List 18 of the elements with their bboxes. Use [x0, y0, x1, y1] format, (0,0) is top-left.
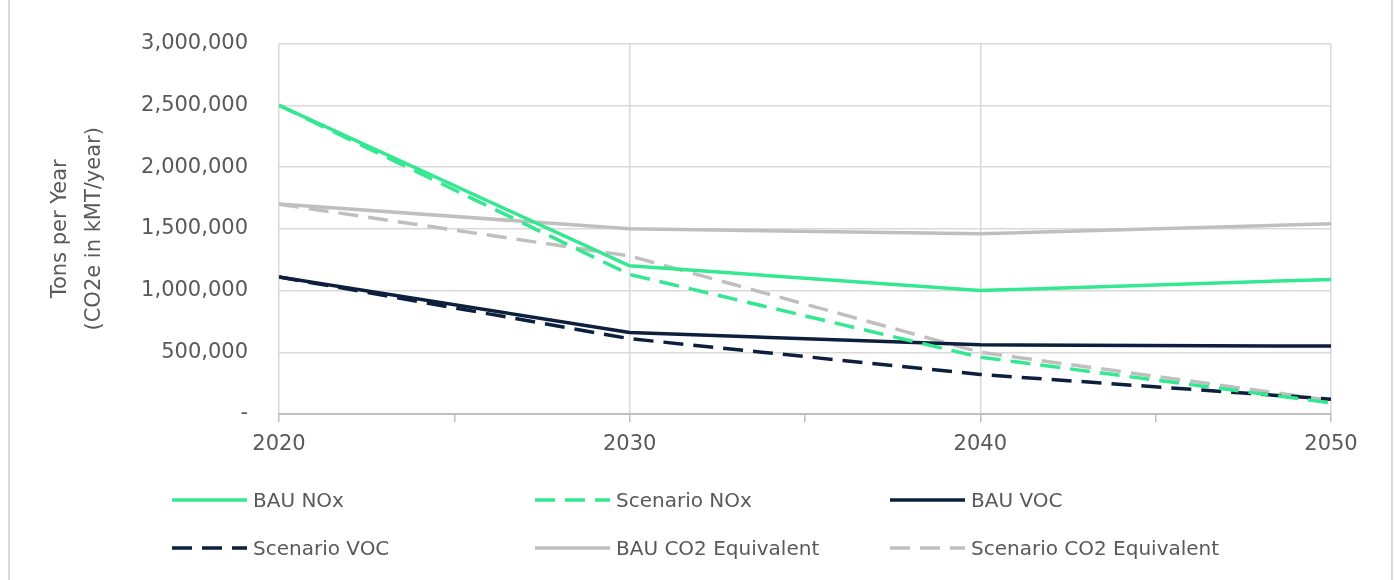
y-tick-label: - — [240, 400, 248, 425]
y-tick-label: 1,000,000 — [141, 276, 248, 301]
legend-label: BAU VOC — [971, 488, 1063, 512]
y-tick-label: 2,000,000 — [141, 153, 248, 178]
x-tick-label: 2030 — [602, 431, 657, 456]
y-tick-label: 3,000,000 — [141, 30, 248, 55]
y-tick-label: 500,000 — [161, 338, 248, 363]
legend-label: BAU NOx — [253, 488, 344, 512]
x-tick-label: 2020 — [252, 431, 306, 456]
y-tick-label: 1,500,000 — [141, 215, 248, 240]
legend-label: Scenario VOC — [253, 536, 390, 560]
y-axis-title: Tons per Year (CO2e in kMT/year) — [47, 127, 105, 331]
legend-label: BAU CO2 Equivalent — [616, 536, 820, 560]
legend-label: Scenario NOx — [616, 488, 752, 512]
x-tick-label: 2050 — [1304, 431, 1358, 456]
y-tick-label: 2,500,000 — [141, 91, 248, 116]
x-tick-label: 2040 — [953, 431, 1008, 456]
legend-label: Scenario CO2 Equivalent — [971, 536, 1220, 560]
